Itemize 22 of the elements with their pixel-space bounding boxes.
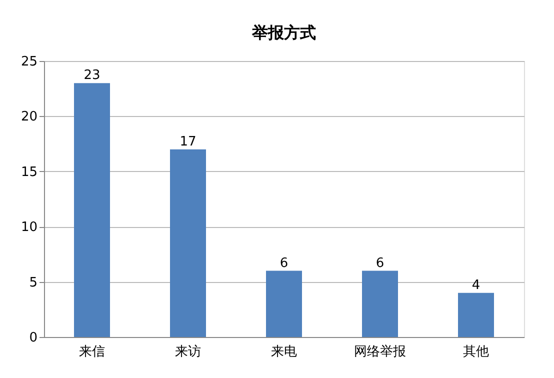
x-tick-label: 其他 bbox=[463, 344, 489, 360]
x-tick-label: 网络举报 bbox=[354, 344, 406, 360]
y-tick-label: 10 bbox=[20, 220, 38, 236]
data-label: 4 bbox=[472, 278, 480, 293]
y-tick-label: 5 bbox=[29, 275, 38, 290]
bar bbox=[266, 270, 302, 337]
data-label: 23 bbox=[84, 68, 100, 84]
x-tick-label: 来访 bbox=[175, 344, 201, 360]
data-label: 17 bbox=[180, 134, 196, 150]
x-tick-label: 来电 bbox=[271, 344, 297, 360]
y-tick-label: 15 bbox=[20, 164, 38, 180]
y-tick-label: 25 bbox=[20, 54, 38, 70]
x-tick-label: 来信 bbox=[79, 344, 105, 360]
data-label: 6 bbox=[376, 256, 384, 271]
bar bbox=[362, 270, 398, 337]
bar bbox=[458, 292, 494, 337]
y-tick-label: 20 bbox=[20, 110, 38, 125]
data-label: 6 bbox=[280, 256, 288, 271]
bar bbox=[170, 149, 206, 337]
bar bbox=[74, 83, 110, 337]
chart-title: 举报方式 bbox=[251, 23, 316, 42]
y-tick-label: 0 bbox=[29, 330, 38, 346]
